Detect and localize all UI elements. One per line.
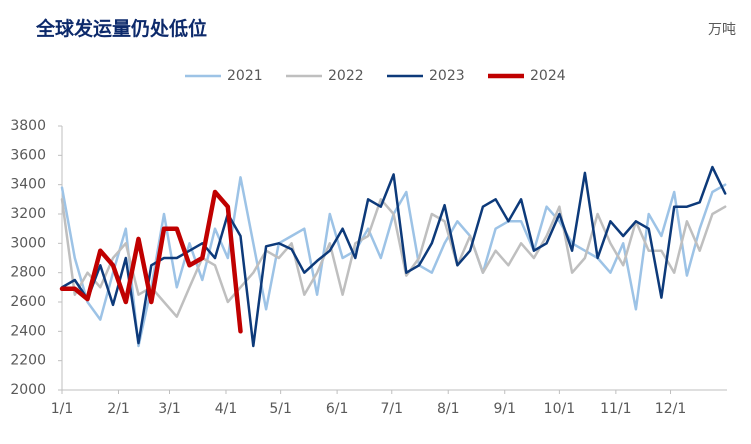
x-tick-label: 1/1 xyxy=(51,401,74,417)
y-tick-label: 2000 xyxy=(10,382,46,398)
chart-title: 全球发运量仍处低位 xyxy=(35,17,207,40)
x-tick-label: 12/1 xyxy=(655,401,686,417)
x-tick-label: 7/1 xyxy=(381,401,404,417)
y-tick-label: 2800 xyxy=(10,265,46,281)
y-tick-label: 2600 xyxy=(10,294,46,310)
series-line xyxy=(60,165,727,348)
legend-label: 2024 xyxy=(530,68,566,84)
legend-label: 2021 xyxy=(227,68,263,84)
series-line xyxy=(59,189,243,334)
series-line xyxy=(60,198,727,318)
y-tick-label: 2200 xyxy=(10,353,46,369)
y-tick-label: 3400 xyxy=(10,177,46,193)
y-tick-label: 3000 xyxy=(10,235,46,251)
x-tick-label: 10/1 xyxy=(544,401,575,417)
y-tick-label: 3600 xyxy=(10,147,46,163)
y-tick-label: 2400 xyxy=(10,323,46,339)
series-line xyxy=(60,176,727,348)
legend-label: 2023 xyxy=(429,68,465,84)
y-tick-label: 3800 xyxy=(10,118,46,134)
x-tick-label: 6/1 xyxy=(326,401,349,417)
x-tick-label: 4/1 xyxy=(215,401,238,417)
x-tick-label: 3/1 xyxy=(158,401,181,417)
unit-label: 万吨 xyxy=(708,22,736,38)
x-tick-label: 8/1 xyxy=(437,401,460,417)
x-tick-label: 11/1 xyxy=(600,401,631,417)
x-tick-label: 2/1 xyxy=(107,401,130,417)
x-tick-label: 5/1 xyxy=(269,401,292,417)
x-tick-label: 9/1 xyxy=(493,401,516,417)
legend-label: 2022 xyxy=(328,68,364,84)
y-tick-label: 3200 xyxy=(10,206,46,222)
